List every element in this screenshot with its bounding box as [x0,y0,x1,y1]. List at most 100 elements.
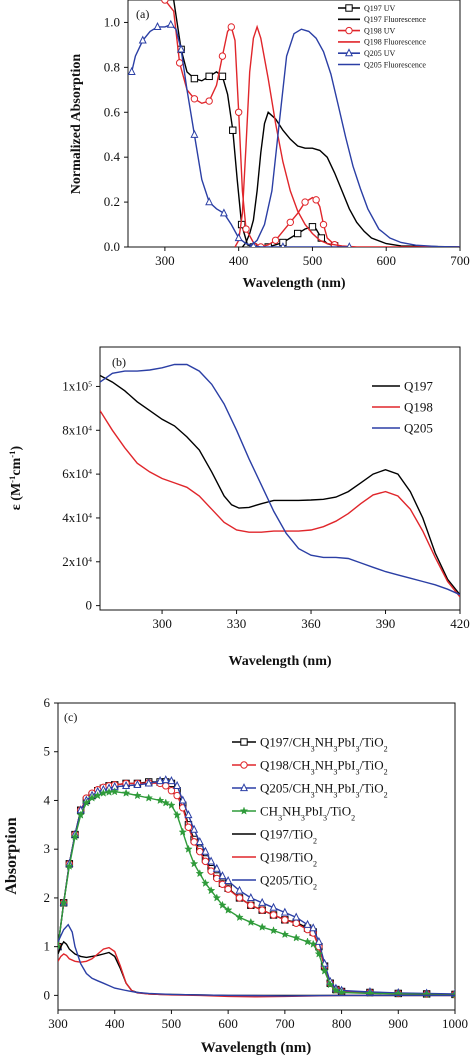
x-tick-label: 400 [105,1016,125,1031]
data-point [110,787,119,796]
data-point [234,108,243,116]
x-tick-label: 600 [376,253,396,268]
legend-item: Q198 UV [338,26,396,35]
legend-label: Q205/TiO2 [260,873,317,892]
legend: Q197 UV Q197 Fluorescence Q198 UV Q198 Fluo… [338,4,426,69]
data-point [258,906,266,914]
x-tick-label: 600 [218,1016,238,1031]
x-tick-label: 700 [275,1016,295,1031]
x-tick-label: 500 [162,1016,182,1031]
data-point [167,787,176,795]
data-point [229,126,237,134]
data-point [312,196,320,204]
data-point [205,97,213,105]
x-axis-title: Wavelength (nm) [228,654,331,669]
x-tick-label: 420 [450,616,470,631]
data-point [205,72,213,81]
y-tick-label: 5 [44,744,51,759]
data-point [144,778,153,787]
data-point [292,919,300,927]
x-tick-label: 800 [332,1016,352,1031]
y-tick-label: 2x104 [62,554,92,569]
data-point [223,905,233,914]
data-point [281,916,289,924]
data-point [64,861,74,870]
x-tick-label: 400 [229,253,249,268]
legend-label: Q205/CH3NH3PbI3/TiO2 [260,781,388,800]
data-point [246,893,255,902]
data-point [218,52,227,60]
data-point [58,942,63,951]
legend-item: CH3NH3PbI3/TiO2 [232,804,355,822]
series-group [100,363,460,598]
data-point [235,894,244,902]
data-point [87,793,97,802]
panel-b: (b) Wavelength (nm) ε (M-1cm-1) 300 330 36… [7,346,470,669]
data-point [207,856,216,865]
data-point [235,912,244,922]
legend-item: Q198 [372,400,433,415]
data-point [218,900,227,909]
data-point [308,939,318,948]
data-point [155,795,165,805]
legend: Q197/CH3NH3PbI3/TiO2 Q198/CH3NH3PbI3/TiO2… [232,735,388,892]
data-point [190,95,199,103]
data-point [224,885,232,893]
x-tick-label: 700 [450,253,470,268]
y-tick-label: 1x105 [62,378,92,393]
data-point [122,780,131,789]
data-point [292,912,301,921]
data-point [93,791,102,800]
legend-label: Q198/TiO2 [260,850,317,869]
data-point [172,810,182,819]
data-point [291,933,301,942]
legend-label: Q205 Fluorescence [364,60,426,69]
legend-marker [345,4,353,12]
data-point [190,838,198,846]
x-tick-label: 300 [152,616,172,631]
data-point [189,859,199,868]
panel-label: (a) [136,7,149,21]
data-point [219,208,228,217]
data-point [70,832,80,841]
y-tick-label: 8x104 [62,422,92,437]
data-point [286,218,295,227]
x-tick-label: 1000 [442,1016,468,1031]
panel-label: (c) [64,710,77,724]
x-tick-label: 390 [376,616,396,631]
legend-item: Q205/TiO2 [232,873,317,892]
legend-label: Q197/CH3NH3PbI3/TiO2 [260,735,388,754]
series-group [128,0,460,247]
panel-c: (c) Wavelength (nm) Absorption 300 400 500… [3,695,468,1056]
data-point [224,875,233,884]
legend-label: Q198 Fluorescence [364,38,426,47]
series-line [100,374,460,596]
tick-group: 300 400 500 600 700 0.0 0.2 0.4 0.6 0.8 1.0 [104,14,470,268]
data-point [190,824,199,833]
legend: Q197 Q198 Q205 [372,379,433,436]
series-line [58,946,455,998]
legend-label: Q198 [404,400,433,415]
data-point [76,810,85,819]
legend-marker [239,806,249,815]
y-tick-label: 0.4 [104,149,121,164]
series-line [241,111,460,247]
plot-frame [57,702,456,1011]
data-point [177,44,186,53]
data-point [138,35,147,44]
y-tick-label: 0 [86,598,93,613]
panel-label: (b) [112,355,126,369]
data-point [269,902,278,911]
data-point [212,863,221,872]
x-tick-label: 900 [389,1016,409,1031]
data-point [320,966,329,975]
data-point [301,198,309,206]
data-point [184,844,193,853]
plot-frame [99,346,461,611]
legend-item: Q205 UV [338,48,396,58]
data-point [280,907,289,916]
legend-label: Q197 UV [364,4,396,13]
data-point [190,74,199,83]
data-point [234,233,243,242]
legend-marker [240,738,248,746]
